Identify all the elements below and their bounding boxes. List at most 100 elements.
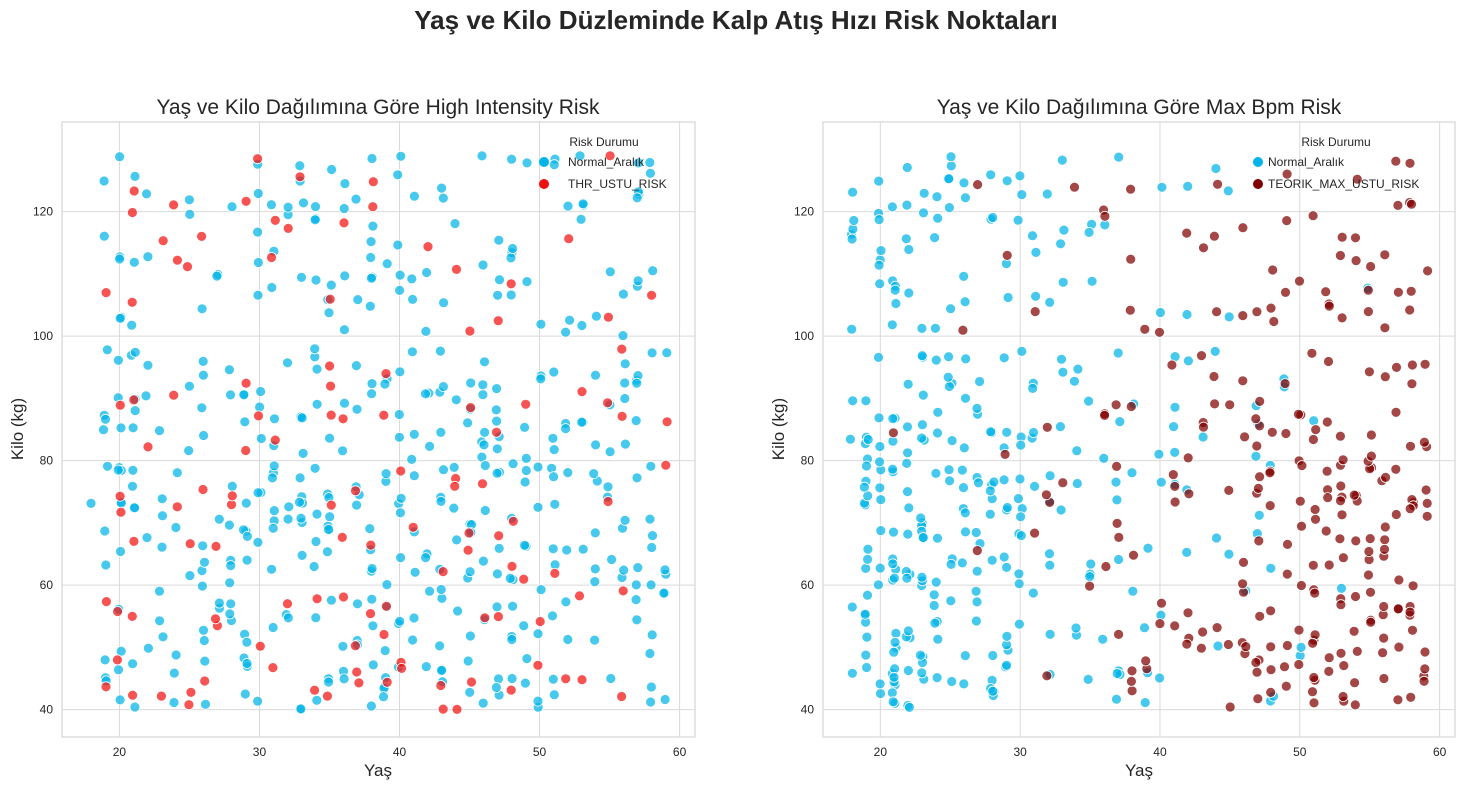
scatter-point: [590, 439, 601, 451]
scatter-point: [589, 527, 601, 539]
scatter-point: [406, 346, 418, 358]
y-axis-label: Kilo (kg): [769, 398, 788, 460]
scatter-point: [491, 383, 503, 395]
scatter-point: [562, 467, 574, 479]
scatter-point: [450, 394, 462, 406]
legend-marker-normal: [539, 157, 549, 167]
scatter-point: [326, 164, 338, 175]
scatter-point: [532, 501, 544, 513]
legend-label-normal: Normal_Aralık: [1268, 155, 1345, 169]
scatter-point: [1406, 378, 1418, 390]
scatter-point: [862, 434, 874, 445]
scatter-point: [1155, 307, 1166, 318]
figure-suptitle: Yaş ve Kilo Düzleminde Kalp Atış Hızı Ri…: [414, 5, 1057, 35]
scatter-point: [577, 543, 589, 555]
legend-label-risk: TEORIK_MAX_USTU_RISK: [1268, 177, 1419, 191]
scatter-point: [324, 360, 336, 372]
scatter-point: [605, 673, 617, 684]
scatter-point: [1181, 547, 1193, 558]
scatter-point: [127, 480, 138, 492]
scatter-point: [901, 199, 913, 211]
scatter-point: [184, 208, 196, 220]
scatter-point: [943, 351, 954, 363]
scatter-point: [366, 388, 378, 400]
scatter-point: [241, 531, 253, 542]
scatter-point: [240, 497, 252, 509]
scatter-point: [1044, 548, 1055, 560]
scatter-point: [630, 579, 642, 591]
scatter-point: [560, 673, 572, 685]
scatter-point: [590, 369, 601, 381]
scatter-point: [1308, 415, 1320, 427]
scatter-point: [1309, 504, 1321, 515]
scatter-point: [917, 419, 928, 431]
scatter-point: [378, 691, 389, 703]
scatter-point: [183, 699, 195, 711]
panel-title: Yaş ve Kilo Dağılımına Göre Max Bpm Risk: [937, 96, 1342, 119]
scatter-point: [1404, 304, 1416, 316]
scatter-point: [945, 160, 957, 172]
scatter-point: [464, 630, 476, 642]
scatter-point: [196, 580, 208, 592]
scatter-point: [396, 663, 408, 674]
scatter-point: [395, 492, 407, 504]
scatter-point: [591, 310, 602, 322]
scatter-point: [1237, 310, 1249, 322]
scatter-point: [1379, 322, 1391, 334]
scatter-point: [1363, 306, 1374, 318]
scatter-point: [645, 579, 657, 591]
scatter-point: [1153, 448, 1165, 460]
scatter-point: [548, 444, 560, 456]
scatter-point: [1393, 574, 1405, 586]
scatter-point: [267, 522, 279, 534]
scatter-point: [309, 214, 321, 226]
scatter-point: [560, 326, 571, 338]
scatter-point: [902, 447, 913, 459]
scatter-point: [616, 691, 627, 702]
scatter-point: [1181, 309, 1193, 320]
scatter-point: [646, 629, 658, 641]
scatter-point: [1308, 672, 1320, 683]
scatter-point: [325, 380, 337, 392]
scatter-point: [254, 640, 266, 652]
scatter-point: [931, 672, 943, 683]
scatter-point: [406, 453, 418, 465]
scatter-point: [98, 230, 110, 242]
scatter-point: [112, 464, 124, 476]
scatter-point: [451, 534, 463, 546]
scatter-point: [506, 153, 518, 165]
scatter-point: [606, 554, 617, 565]
scatter-point: [1016, 189, 1028, 201]
scatter-point: [477, 555, 489, 567]
legend-label-risk: THR_USTU_RISK: [568, 177, 667, 191]
scatter-point: [1310, 513, 1321, 525]
scatter-point: [1335, 480, 1347, 492]
scatter-point: [507, 243, 518, 254]
scatter-point: [337, 445, 349, 457]
scatter-point: [957, 324, 969, 336]
scatter-point: [1364, 533, 1376, 544]
scatter-point: [338, 591, 349, 603]
scatter-point: [254, 401, 266, 413]
scatter-point: [1027, 382, 1038, 394]
scatter-point: [408, 190, 420, 202]
scatter-point: [576, 674, 588, 686]
scatter-point: [266, 563, 278, 575]
scatter-point: [970, 527, 982, 538]
scatter-point: [1351, 646, 1363, 657]
scatter-point: [944, 381, 955, 392]
scatter-point: [492, 315, 504, 327]
scatter-point: [890, 298, 902, 309]
scatter-point: [1044, 628, 1056, 640]
scatter-point: [197, 484, 209, 495]
scatter-point: [1167, 469, 1179, 481]
scatter-point: [1100, 561, 1112, 572]
scatter-point: [1338, 660, 1350, 671]
scatter-point: [1083, 395, 1094, 407]
scatter-point: [874, 456, 885, 468]
scatter-point: [464, 687, 476, 698]
scatter-point: [888, 646, 900, 658]
scatter-point: [1211, 532, 1222, 544]
scatter-point: [645, 696, 656, 708]
